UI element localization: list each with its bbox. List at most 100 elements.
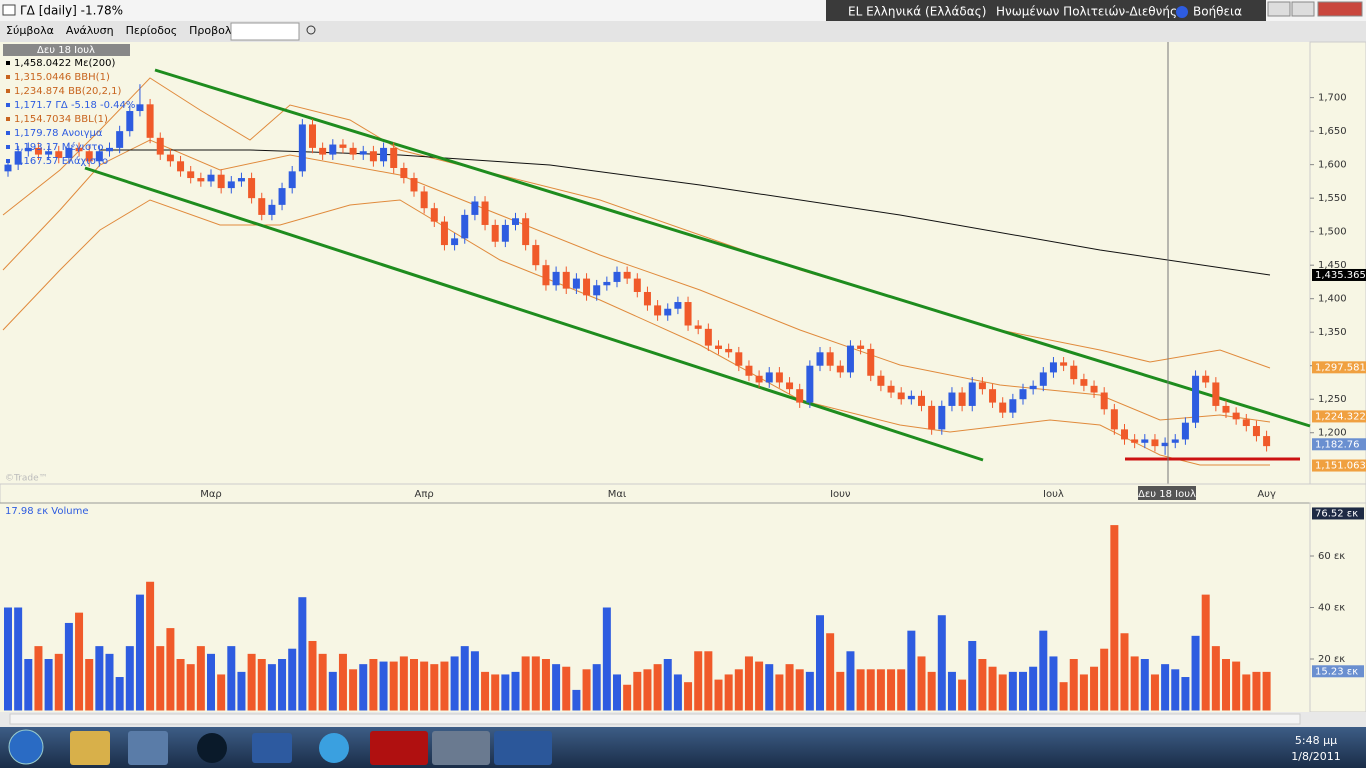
volume-bar	[430, 664, 439, 711]
volume-bar	[166, 628, 175, 711]
volume-bar	[1201, 594, 1210, 711]
candle-body	[116, 131, 124, 148]
candle-body	[146, 104, 154, 138]
volume-bar	[653, 664, 662, 711]
scroll-thumb[interactable]	[9, 713, 1301, 725]
bollinger-middle	[2, 139, 1271, 423]
volume-bar	[1191, 635, 1200, 711]
volume-bars	[4, 525, 1271, 711]
taskbar-media[interactable]	[128, 731, 168, 765]
info-line: 1,179.78 Ανοιγμα	[14, 128, 103, 139]
candle-body	[187, 171, 195, 179]
candle-body	[806, 365, 814, 403]
x-tick-label: Μαι	[608, 489, 627, 500]
info-line: 1,234.874 BB(20,2,1)	[14, 86, 122, 97]
candle-body	[999, 402, 1007, 413]
volume-bar	[125, 646, 134, 711]
trend-channel-upper	[154, 68, 1311, 428]
taskbar-app[interactable]	[252, 733, 292, 763]
x-axis: Μαρ Απρ Μαι Ιουν Ιουλ Αυγ	[200, 489, 1276, 500]
window-title: ΓΔ [daily] -1.78%	[20, 4, 123, 18]
taskbar-vodafone[interactable]	[370, 731, 428, 765]
candle-body	[1121, 429, 1128, 440]
y-tick-label: 40 εκ	[1318, 603, 1345, 614]
candle-body	[491, 224, 499, 242]
candle-body	[1212, 382, 1220, 406]
volume-bar	[704, 651, 713, 711]
candle-body	[765, 372, 773, 383]
y-tick-label: 1,700	[1318, 93, 1347, 104]
candle-body	[166, 154, 174, 162]
volume-bar	[135, 594, 144, 711]
candle-body	[775, 372, 783, 383]
volume-bar	[582, 669, 591, 711]
candle-body	[106, 147, 113, 152]
candle-body	[948, 392, 956, 406]
candle-body	[1070, 365, 1078, 380]
candle-body	[339, 144, 347, 148]
menu-item[interactable]: Ανάλυση	[66, 24, 114, 37]
menu-item[interactable]: Σύμβολα	[6, 24, 54, 37]
maximize[interactable]	[1291, 1, 1315, 17]
minimize[interactable]	[1267, 1, 1291, 17]
info-swatch	[6, 103, 10, 107]
volume-bar	[1252, 671, 1261, 711]
taskbar-ie[interactable]	[319, 733, 349, 763]
taskbar-trade[interactable]	[432, 731, 490, 765]
volume-bar	[958, 679, 967, 711]
candle-body	[410, 178, 418, 192]
language[interactable]: EL Ελληνικά (Ελλάδας)	[848, 5, 986, 19]
volume-bar	[724, 674, 733, 711]
volume-bar	[856, 669, 865, 711]
volume-bar	[207, 653, 215, 711]
volume-bar	[1049, 656, 1058, 711]
volume-bar	[399, 656, 408, 711]
candle-body	[786, 382, 794, 390]
y-tick-label: 1,500	[1318, 227, 1347, 238]
candle-body	[1252, 426, 1260, 437]
candle-body	[65, 147, 73, 158]
candle-body	[735, 352, 743, 366]
candle-body	[684, 302, 692, 326]
taskbar-explorer[interactable]	[70, 731, 110, 765]
volume-bar	[105, 653, 114, 711]
candle-body	[928, 405, 936, 430]
volume-bar	[470, 651, 479, 711]
volume-bar	[75, 612, 84, 711]
volume-bar	[643, 669, 652, 711]
volume-legend: 17.98 εκ Volume	[5, 506, 88, 517]
close[interactable]	[1317, 1, 1363, 17]
candle-body	[664, 308, 672, 316]
y-tick-label: 1,200	[1318, 428, 1347, 439]
volume-bar	[196, 646, 205, 711]
price-label-box	[1312, 361, 1366, 374]
start-button[interactable]	[8, 729, 44, 765]
volume-bar	[613, 674, 621, 711]
candle-body	[562, 271, 570, 289]
menu-item[interactable]: Προβολή	[189, 24, 238, 37]
search-icon[interactable]	[306, 25, 316, 35]
keyboard[interactable]: Ηνωμένων Πολιτειών-Διεθνής	[996, 5, 1177, 19]
volume-bar	[349, 669, 358, 711]
volume-bar	[734, 669, 743, 711]
volume-bar	[978, 659, 987, 711]
volume-bar	[328, 671, 337, 711]
search-box[interactable]	[230, 22, 300, 41]
taskbar-hp[interactable]	[197, 733, 227, 763]
volume-bar	[785, 664, 794, 711]
candle-body	[1039, 372, 1047, 386]
candle-body	[85, 151, 93, 162]
info-swatch	[6, 89, 10, 93]
candle-body	[471, 201, 479, 215]
volume-bar	[623, 684, 632, 711]
taskbar-word[interactable]	[494, 731, 552, 765]
help-icon	[1176, 6, 1188, 18]
y-tick-label: 60 εκ	[1318, 551, 1345, 562]
help[interactable]: Βοήθεια	[1193, 5, 1242, 19]
menu-item[interactable]: Περίοδος	[126, 24, 178, 37]
volume-bar	[24, 659, 33, 711]
crosshair-label: Δευ 18 Ιουλ	[1138, 489, 1196, 500]
candle-body	[400, 167, 408, 179]
candle-body	[887, 385, 895, 393]
candle-body	[1141, 439, 1149, 443]
